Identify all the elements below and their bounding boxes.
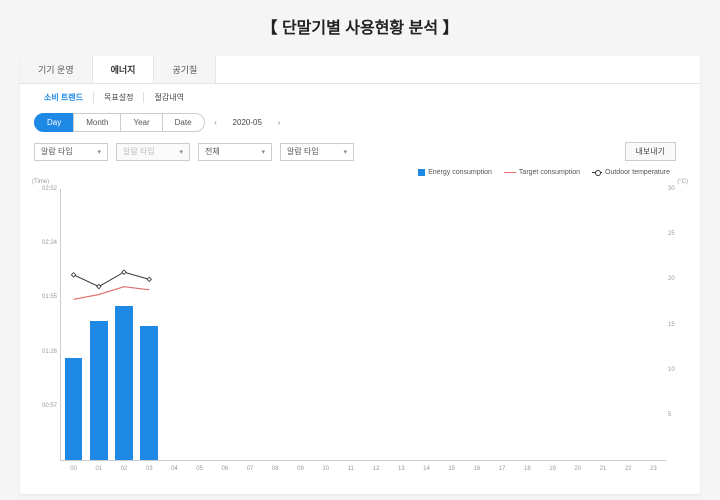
x-tick: 16 xyxy=(474,466,481,472)
x-tick: 11 xyxy=(348,466,354,472)
x-tick: 10 xyxy=(322,466,329,472)
y-left-tick: 01:26 xyxy=(33,349,57,355)
y-right-tick: 15 xyxy=(668,322,688,328)
y-right-tick: 30 xyxy=(668,186,688,192)
y-left-tick: 01:55 xyxy=(33,294,57,300)
y-left-tick: 02:24 xyxy=(33,240,57,246)
y-right-tick: 5 xyxy=(668,412,688,418)
x-tick: 04 xyxy=(171,466,178,472)
page-title: 【 단말기별 사용현황 분석 】 xyxy=(0,0,720,56)
main-panel: 기기 운영에너지공기질 소비 트렌드목표설정절감내역 DayMonthYearD… xyxy=(20,56,700,494)
bar xyxy=(90,321,108,460)
x-tick: 09 xyxy=(297,466,304,472)
filter-3-label: 전체 xyxy=(205,146,220,157)
x-tick: 12 xyxy=(373,466,380,472)
y-right-axis-label: (°C) xyxy=(677,179,688,185)
filter-3-dropdown[interactable]: 전체 ▾ xyxy=(198,143,272,161)
tab-main-2[interactable]: 공기질 xyxy=(154,56,216,83)
chevron-down-icon: ▾ xyxy=(261,148,265,156)
sub-tab-2[interactable]: 절감내역 xyxy=(144,92,193,103)
tabs-main: 기기 운영에너지공기질 xyxy=(20,56,700,84)
x-tick: 18 xyxy=(524,466,531,472)
period-controls: DayMonthYearDate ‹ 2020-05 › xyxy=(20,109,700,136)
y-right-tick: 25 xyxy=(668,231,688,237)
outdoor-marker xyxy=(71,273,75,277)
segment-date[interactable]: Date xyxy=(162,113,205,132)
legend-energy-label: Energy consumption xyxy=(428,169,492,176)
chevron-down-icon: ▾ xyxy=(343,148,347,156)
segment-period: DayMonthYearDate xyxy=(34,113,205,132)
legend-outdoor-swatch xyxy=(592,172,602,173)
x-tick: 20 xyxy=(574,466,581,472)
tab-main-1[interactable]: 에너지 xyxy=(93,56,155,83)
x-tick: 02 xyxy=(121,466,128,472)
filter-4-dropdown[interactable]: 알람 타입 ▾ xyxy=(280,143,354,161)
filter-2-dropdown: 알람 타입 ▾ xyxy=(116,143,190,161)
chart-area: Energy consumption Target consumption Ou… xyxy=(30,169,690,479)
legend-outdoor: Outdoor temperature xyxy=(592,169,670,176)
x-tick: 23 xyxy=(650,466,657,472)
x-tick: 13 xyxy=(398,466,405,472)
x-tick: 01 xyxy=(95,466,102,472)
x-tick: 19 xyxy=(549,466,556,472)
segment-day[interactable]: Day xyxy=(34,113,74,132)
x-tick: 21 xyxy=(600,466,607,472)
x-tick: 00 xyxy=(70,466,77,472)
sub-tab-1[interactable]: 목표설정 xyxy=(94,92,144,103)
filters-row: 알람 타입 ▾ 알람 타입 ▾ 전체 ▾ 알람 타입 ▾ 내보내기 xyxy=(20,136,700,169)
x-tick: 03 xyxy=(146,466,153,472)
bar xyxy=(115,306,133,460)
bar xyxy=(65,358,83,460)
y-right-tick: 10 xyxy=(668,367,688,373)
chevron-down-icon: ▾ xyxy=(97,148,101,156)
y-left-tick: 02:52 xyxy=(33,186,57,192)
x-tick: 15 xyxy=(448,466,455,472)
segment-month[interactable]: Month xyxy=(73,113,121,132)
segment-year[interactable]: Year xyxy=(120,113,162,132)
export-button[interactable]: 내보내기 xyxy=(625,142,676,161)
chart-legend: Energy consumption Target consumption Ou… xyxy=(418,169,670,176)
y-left-tick: 00:57 xyxy=(33,403,57,409)
legend-target-swatch xyxy=(504,172,516,173)
legend-outdoor-label: Outdoor temperature xyxy=(605,169,670,176)
date-label: 2020-05 xyxy=(227,118,268,127)
x-tick: 05 xyxy=(196,466,203,472)
x-tick: 08 xyxy=(272,466,279,472)
plot-area: 02:5202:2401:5501:2600:57302520151050001… xyxy=(60,189,666,461)
x-tick: 17 xyxy=(499,466,506,472)
sub-tabs: 소비 트렌드목표설정절감내역 xyxy=(20,84,700,109)
outdoor-line xyxy=(74,272,150,286)
filter-1-dropdown[interactable]: 알람 타입 ▾ xyxy=(34,143,108,161)
legend-target-label: Target consumption xyxy=(519,169,580,176)
bar xyxy=(140,326,158,460)
tab-main-0[interactable]: 기기 운영 xyxy=(20,56,93,83)
legend-target: Target consumption xyxy=(504,169,580,176)
filter-2-label: 알람 타입 xyxy=(123,146,155,157)
x-tick: 06 xyxy=(222,466,229,472)
x-tick: 07 xyxy=(247,466,254,472)
next-period-button[interactable]: › xyxy=(272,118,286,127)
outdoor-marker xyxy=(97,284,101,288)
chevron-down-icon: ▾ xyxy=(179,148,183,156)
y-left-axis-label: (Time) xyxy=(32,179,49,185)
outdoor-marker xyxy=(122,270,126,274)
sub-tab-0[interactable]: 소비 트렌드 xyxy=(34,92,94,103)
filter-1-label: 알람 타입 xyxy=(41,146,73,157)
target-line xyxy=(74,287,150,300)
filter-4-label: 알람 타입 xyxy=(287,146,319,157)
legend-energy: Energy consumption xyxy=(418,169,492,176)
legend-energy-swatch xyxy=(418,169,425,176)
y-right-tick: 20 xyxy=(668,276,688,282)
x-tick: 22 xyxy=(625,466,632,472)
prev-period-button[interactable]: ‹ xyxy=(209,118,223,127)
x-tick: 14 xyxy=(423,466,430,472)
outdoor-marker xyxy=(147,277,151,281)
